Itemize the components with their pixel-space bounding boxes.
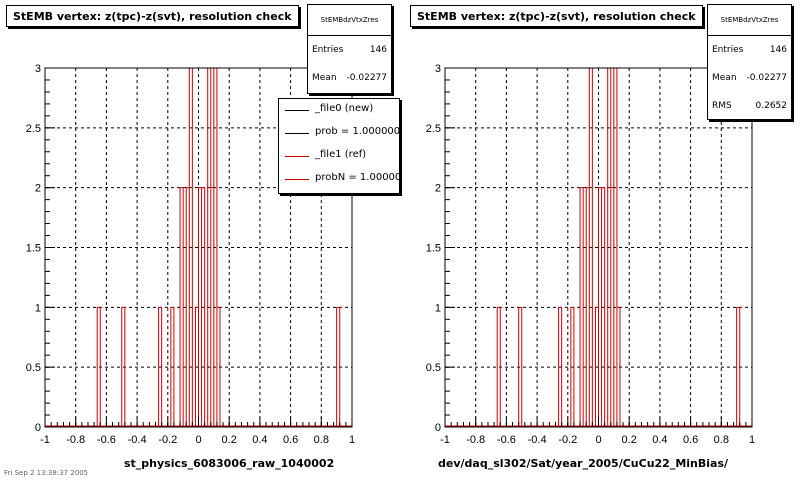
y-tick-label: 2 [435,183,441,195]
x-tick-label: 0.8 [314,434,329,446]
x-tick-label: -1 [40,434,50,446]
stats-entries-value: 146 [769,45,787,55]
x-tick-label: 1 [349,434,355,446]
legend-swatch [285,156,309,157]
x-tick-label: 0.4 [252,434,267,446]
x-tick-label: 0.4 [652,434,667,446]
legend-entry: _file0 (new) [279,99,399,122]
stats-entries-row: Entries 146 [708,36,791,64]
stats-rms-label: RMS [712,101,732,111]
legend-entry: probN = 1.000000 [279,168,399,191]
chart-title-right: StEMB vertex: z(tpc)-z(svt), resolution … [410,5,703,27]
x-tick-label: 0.2 [622,434,637,446]
y-tick-label: 0 [35,422,41,434]
stats-box-right: StEMBdzVtxZres Entries 146 Mean -0.02277… [707,4,792,120]
x-tick-label: 0.6 [283,434,298,446]
stats-mean-value: -0.02277 [346,73,387,83]
legend: _file0 (new) prob = 1.000000 _file1 (ref… [278,98,400,194]
y-tick-label: 1 [435,302,441,314]
stats-box-left: StEMBdzVtxZres Entries 146 Mean -0.02277 [307,4,392,94]
y-tick-label: 3 [435,63,441,75]
x-axis-title-right: dev/daq_sl302/Sat/year_2005/CuCu22_MinBi… [438,457,729,470]
histogram-panel-right: -1 -0.8 -0.6 -0.4 -0.2 0 0.2 0.4 0.6 0.8 1 0 0.5 1 1.5… [400,0,800,480]
timestamp-footer: Fri Sep 2 13:38:37 2005 [4,469,89,477]
x-axis-title-left: st_physics_6083006_raw_1040002 [124,457,335,470]
legend-label: _file0 (new) [315,103,374,114]
x-tick-label: 0.2 [222,434,237,446]
x-tick-label: -0.2 [558,434,577,446]
stats-rms-value: 0.2652 [755,101,788,111]
y-tick-label: 3 [35,63,41,75]
x-tick-label: -0.6 [497,434,516,446]
histogram-plot-left: -1 -0.8 -0.6 -0.4 -0.2 0 0.2 0.4 0.6 0.8 1 0 0.5 1 1.5… [26,63,355,446]
legend-label: _file1 (ref) [315,149,367,160]
chart-title-left: StEMB vertex: z(tpc)-z(svt), resolution … [6,5,299,27]
x-tick-label: -1 [440,434,450,446]
x-tick-label: -0.4 [128,434,147,446]
y-tick-label: 1.5 [26,243,41,255]
stats-name: StEMBdzVtxZres [708,5,791,36]
stats-entries-label: Entries [712,45,744,55]
stats-name: StEMBdzVtxZres [308,5,391,36]
legend-label: prob = 1.000000 [315,126,400,137]
stats-mean-value: -0.02277 [746,73,787,83]
y-tick-label: 2.5 [426,123,441,135]
y-tick-label: 2 [35,183,41,195]
stats-entries-value: 146 [369,45,387,55]
legend-entry: prob = 1.000000 [279,122,399,145]
stats-rms-row: RMS 0.2652 [708,92,791,120]
stats-entries-row: Entries 146 [308,36,391,64]
legend-entry: _file1 (ref) [279,145,399,168]
stats-entries-label: Entries [312,45,344,55]
x-tick-label: 0.6 [683,434,698,446]
x-tick-label: 0 [595,434,601,446]
y-tick-label: 1.5 [426,243,441,255]
x-tick-label: 0 [195,434,201,446]
histogram-panel-left: -1 -0.8 -0.6 -0.4 -0.2 0 0.2 0.4 0.6 0.8 1 0 0.5 1 1.5… [6,4,400,470]
stats-mean-row: Mean -0.02277 [708,64,791,92]
legend-label: probN = 1.000000 [315,172,400,183]
x-tick-label: 1 [749,434,755,446]
stats-mean-label: Mean [312,73,337,83]
x-tick-label: -0.8 [66,434,85,446]
x-tick-label: -0.4 [528,434,547,446]
stats-mean-label: Mean [712,73,737,83]
x-tick-label: -0.6 [97,434,116,446]
y-tick-label: 2.5 [26,123,41,135]
x-tick-label: -0.8 [466,434,485,446]
y-tick-label: 0.5 [26,362,41,374]
stats-mean-row: Mean -0.02277 [308,64,391,92]
y-tick-label: 1 [35,302,41,314]
y-tick-label: 0 [435,422,441,434]
legend-swatch [285,179,309,180]
histogram-plot-right: -1 -0.8 -0.6 -0.4 -0.2 0 0.2 0.4 0.6 0.8 1 0 0.5 1 1.5… [426,63,755,446]
legend-swatch [285,110,309,111]
x-tick-label: -0.2 [158,434,177,446]
legend-swatch [285,133,309,134]
y-tick-label: 0.5 [426,362,441,374]
x-tick-label: 0.8 [714,434,729,446]
